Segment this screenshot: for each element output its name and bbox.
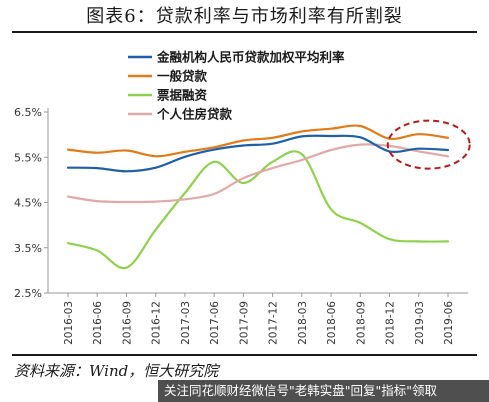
series-line-3: [66, 150, 450, 270]
legend-label-3: 票据融资: [157, 88, 208, 103]
y-tick-label: 5.5%: [14, 151, 42, 164]
y-tick-label: 4.5%: [14, 197, 42, 210]
x-tick-label: 2018-12: [385, 301, 397, 345]
x-tick-label: 2018-06: [326, 301, 338, 345]
x-tick-label: 2016-09: [121, 301, 133, 345]
y-tick-label: 3.5%: [14, 242, 42, 255]
series-line-2: [66, 124, 450, 158]
x-tick-label: 2017-12: [268, 301, 280, 345]
x-tick-label: 2017-06: [209, 301, 221, 345]
legend-label-2: 一般贷款: [157, 69, 208, 84]
x-tick-label: 2016-06: [92, 301, 104, 345]
highlight-ellipse: [386, 119, 471, 170]
y-tick-label: 6.5%: [14, 106, 42, 119]
x-tick-label: 2019-06: [443, 301, 455, 345]
figure-title: 图表6：贷款利率与市场利率有所割裂: [86, 6, 403, 27]
legend-label-1: 金融机构人民币贷款加权平均利率: [156, 50, 345, 65]
footer-overlay: 关注同花顺财经微信号"老韩实盘"回复"指标"领取: [158, 380, 489, 402]
y-axis: 2.5% 3.5% 4.5% 5.5% 6.5%: [14, 106, 49, 300]
bottom-rule: [12, 354, 477, 356]
x-tick-label: 2016-03: [63, 301, 75, 345]
x-tick-label: 2019-03: [414, 301, 426, 345]
x-tick-label: 2017-03: [180, 301, 192, 345]
top-rule: [12, 31, 477, 33]
x-tick-label: 2018-03: [297, 301, 309, 345]
x-axis: 2016-03 2016-06 2016-09 2016-12 2017-03 2017-…: [48, 292, 468, 345]
x-tick-label: 2016-12: [151, 301, 163, 345]
legend-label-4: 个人住房贷款: [156, 107, 233, 122]
x-tick-label: 2018-09: [355, 301, 367, 345]
y-tick-label: 2.5%: [14, 287, 42, 300]
annotation-layer: [386, 119, 471, 170]
series-line-1: [66, 134, 450, 173]
series-layer: [66, 124, 450, 270]
source-note: 资料来源：Wind，恒大研究院: [14, 362, 219, 380]
x-tick-label: 2017-09: [238, 301, 250, 345]
